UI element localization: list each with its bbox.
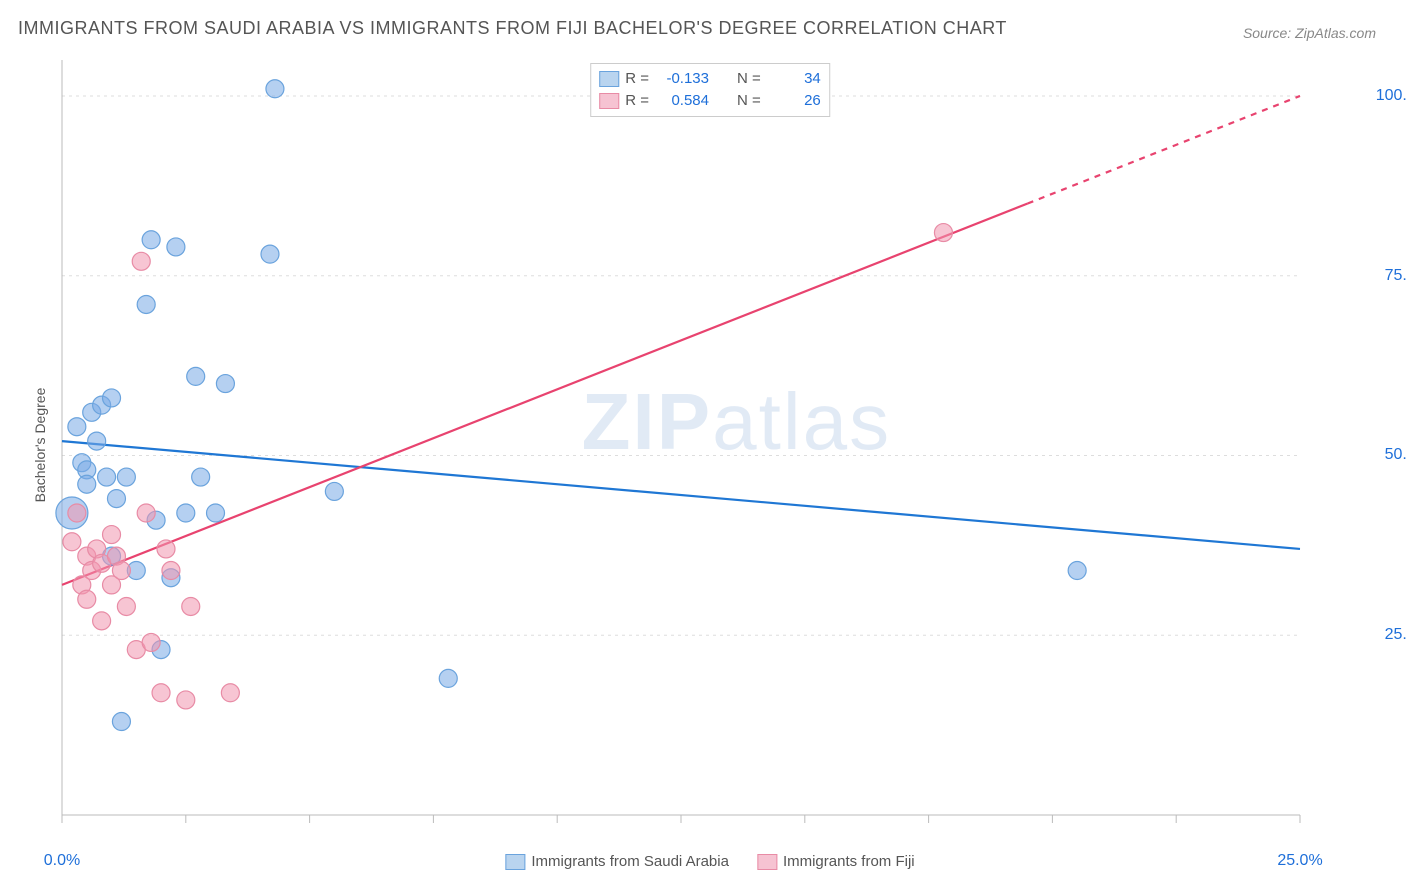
n-label: N = <box>737 90 761 112</box>
chart-title: IMMIGRANTS FROM SAUDI ARABIA VS IMMIGRAN… <box>18 18 1007 39</box>
r-label: R = <box>625 90 649 112</box>
swatch-saudi <box>599 71 619 87</box>
y-tick-label: 100.0% <box>1376 87 1406 105</box>
x-tick-label: 0.0% <box>44 852 80 870</box>
y-axis-label: Bachelor's Degree <box>32 388 48 503</box>
y-tick-label: 75.0% <box>1385 267 1406 285</box>
legend-item-saudi: Immigrants from Saudi Arabia <box>505 853 729 870</box>
legend-label-fiji: Immigrants from Fiji <box>783 853 915 870</box>
legend-correlation: R = -0.133 N = 34 R = 0.584 N = 26 <box>590 63 830 117</box>
legend-series: Immigrants from Saudi Arabia Immigrants … <box>505 853 914 870</box>
chart-source: Source: ZipAtlas.com <box>1243 25 1376 41</box>
legend-item-fiji: Immigrants from Fiji <box>757 853 915 870</box>
n-label: N = <box>737 68 761 90</box>
r-value-saudi: -0.133 <box>655 68 709 90</box>
legend-label-saudi: Immigrants from Saudi Arabia <box>531 853 729 870</box>
chart-svg <box>50 55 1370 835</box>
n-value-saudi: 34 <box>767 68 821 90</box>
swatch-fiji <box>599 93 619 109</box>
r-value-fiji: 0.584 <box>655 90 709 112</box>
chart-area: Bachelor's Degree R = -0.133 N = 34 R = … <box>50 55 1370 835</box>
n-value-fiji: 26 <box>767 90 821 112</box>
swatch-saudi <box>505 854 525 870</box>
y-tick-label: 25.0% <box>1385 626 1406 644</box>
legend-row-saudi: R = -0.133 N = 34 <box>599 68 821 90</box>
y-tick-label: 50.0% <box>1385 446 1406 464</box>
r-label: R = <box>625 68 649 90</box>
swatch-fiji <box>757 854 777 870</box>
legend-row-fiji: R = 0.584 N = 26 <box>599 90 821 112</box>
x-tick-label: 25.0% <box>1277 852 1322 870</box>
